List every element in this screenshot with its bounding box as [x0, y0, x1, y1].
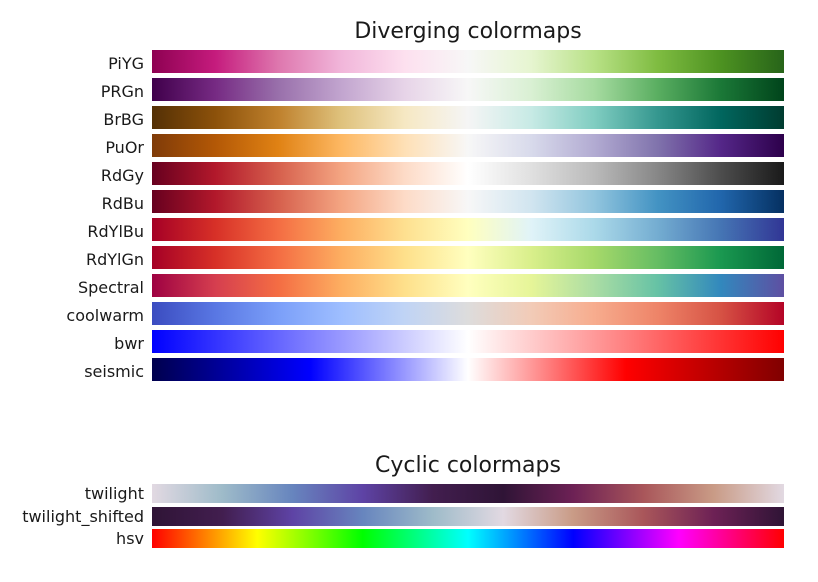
- colormap-label: Spectral: [77, 278, 144, 297]
- colormap-bar: [152, 50, 784, 73]
- colormap-label: RdYlGn: [85, 250, 144, 269]
- colormap-bar: [152, 529, 784, 548]
- colormap-row-coolwarm: coolwarm: [0, 302, 818, 325]
- colormap-bar: [152, 162, 784, 185]
- colormap-row-rdylbu: RdYlBu: [0, 218, 818, 241]
- colormap-row-prgn: PRGn: [0, 78, 818, 101]
- colormap-bar: [152, 484, 784, 503]
- colormap-label: hsv: [116, 529, 144, 548]
- colormap-label: PiYG: [108, 54, 144, 73]
- colormap-row-bwr: bwr: [0, 330, 818, 353]
- colormap-row-rdylgn: RdYlGn: [0, 246, 818, 269]
- colormap-row-rdgy: RdGy: [0, 162, 818, 185]
- colormap-label: twilight_shifted: [22, 507, 144, 526]
- colormap-label: RdYlBu: [87, 222, 144, 241]
- colormap-label: twilight: [84, 484, 144, 503]
- colormap-bar: [152, 246, 784, 269]
- colormap-label: seismic: [84, 362, 144, 381]
- colormap-bar: [152, 218, 784, 241]
- colormap-row-twilight: twilight: [0, 484, 818, 503]
- colormap-label: PuOr: [105, 138, 144, 157]
- colormap-label: RdBu: [101, 194, 144, 213]
- colormap-row-twilight-shifted: twilight_shifted: [0, 507, 818, 526]
- colormap-row-rdbu: RdBu: [0, 190, 818, 213]
- section-title: Cyclic colormaps: [375, 453, 561, 478]
- colormap-bar: [152, 106, 784, 129]
- colormap-bar: [152, 190, 784, 213]
- colormap-row-hsv: hsv: [0, 529, 818, 548]
- colormap-row-seismic: seismic: [0, 358, 818, 381]
- colormap-label: PRGn: [100, 82, 144, 101]
- colormap-label: coolwarm: [66, 306, 144, 325]
- colormap-label: BrBG: [103, 110, 144, 129]
- colormap-bar: [152, 302, 784, 325]
- section-title: Diverging colormaps: [354, 19, 582, 44]
- colormap-bar: [152, 507, 784, 526]
- colormap-label: RdGy: [100, 166, 144, 185]
- colormap-bar: [152, 330, 784, 353]
- colormap-bar: [152, 274, 784, 297]
- colormap-row-spectral: Spectral: [0, 274, 818, 297]
- colormap-bar: [152, 78, 784, 101]
- colormap-row-piyg: PiYG: [0, 50, 818, 73]
- colormap-bar: [152, 358, 784, 381]
- colormap-row-brbg: BrBG: [0, 106, 818, 129]
- colormap-bar: [152, 134, 784, 157]
- colormap-label: bwr: [114, 334, 144, 353]
- colormap-row-puor: PuOr: [0, 134, 818, 157]
